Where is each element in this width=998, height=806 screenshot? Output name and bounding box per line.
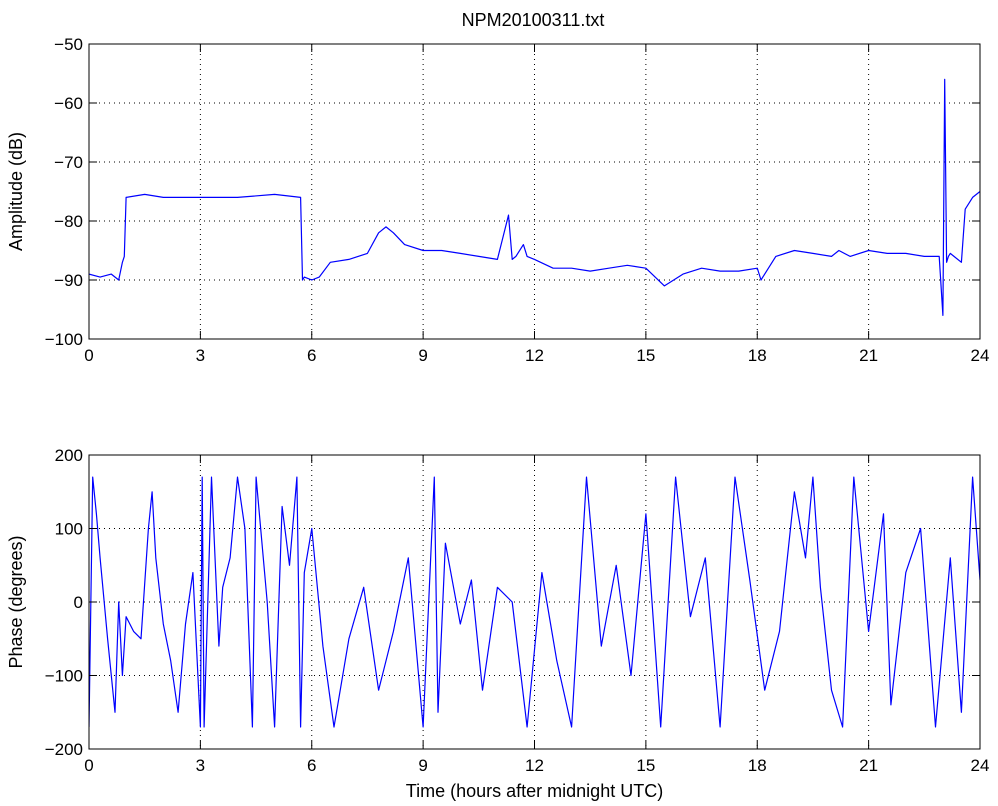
amplitude-panel: 0 3 6 9 12 15 18 21 24 −50 −60 −70 −80 −90 −100 Amplitu… <box>6 35 989 365</box>
phase-x-axis-label: Time (hours after midnight UTC) <box>406 781 663 801</box>
amplitude-x-tick-label: 15 <box>636 346 655 365</box>
phase-x-tick-label: 15 <box>636 756 655 775</box>
amplitude-x-tick-label: 18 <box>748 346 767 365</box>
amplitude-y-axis-label: Amplitude (dB) <box>6 132 26 251</box>
amplitude-y-tick-label: −100 <box>45 330 83 349</box>
amplitude-y-tick-label: −70 <box>54 153 83 172</box>
amplitude-x-tick-label: 0 <box>84 346 93 365</box>
phase-y-axis-label: Phase (degrees) <box>6 535 26 668</box>
phase-x-tick-label: 0 <box>84 756 93 775</box>
phase-x-tick-label: 21 <box>859 756 878 775</box>
amplitude-y-tick-label: −60 <box>54 94 83 113</box>
figure-title: NPM20100311.txt <box>462 10 605 30</box>
amplitude-x-tick-label: 24 <box>971 346 990 365</box>
amplitude-x-tick-label: 9 <box>418 346 427 365</box>
phase-y-tick-label: −200 <box>45 740 83 759</box>
phase-x-tick-label: 24 <box>971 756 990 775</box>
phase-x-tick-label: 6 <box>307 756 316 775</box>
phase-y-tick-label: −100 <box>45 667 83 686</box>
phase-x-tick-label: 9 <box>418 756 427 775</box>
amplitude-y-tick-label: −90 <box>54 271 83 290</box>
amplitude-x-tick-label: 21 <box>859 346 878 365</box>
phase-x-tick-label: 3 <box>196 756 205 775</box>
phase-x-tick-label: 12 <box>525 756 544 775</box>
amplitude-y-tick-label: −80 <box>54 212 83 231</box>
amplitude-y-tick-label: −50 <box>54 35 83 54</box>
amplitude-x-tick-label: 6 <box>307 346 316 365</box>
phase-x-tick-label: 18 <box>748 756 767 775</box>
phase-y-tick-label: 0 <box>74 593 83 612</box>
amplitude-series-line <box>89 78 980 316</box>
amplitude-x-tick-label: 12 <box>525 346 544 365</box>
amplitude-x-tick-label: 3 <box>196 346 205 365</box>
phase-series-line <box>89 476 980 728</box>
phase-y-tick-label: 100 <box>55 520 83 539</box>
phase-y-tick-label: 200 <box>55 446 83 465</box>
phase-panel: 0 3 6 9 12 15 18 21 24 200 100 0 −100 −200 Phase (degr… <box>6 446 989 801</box>
